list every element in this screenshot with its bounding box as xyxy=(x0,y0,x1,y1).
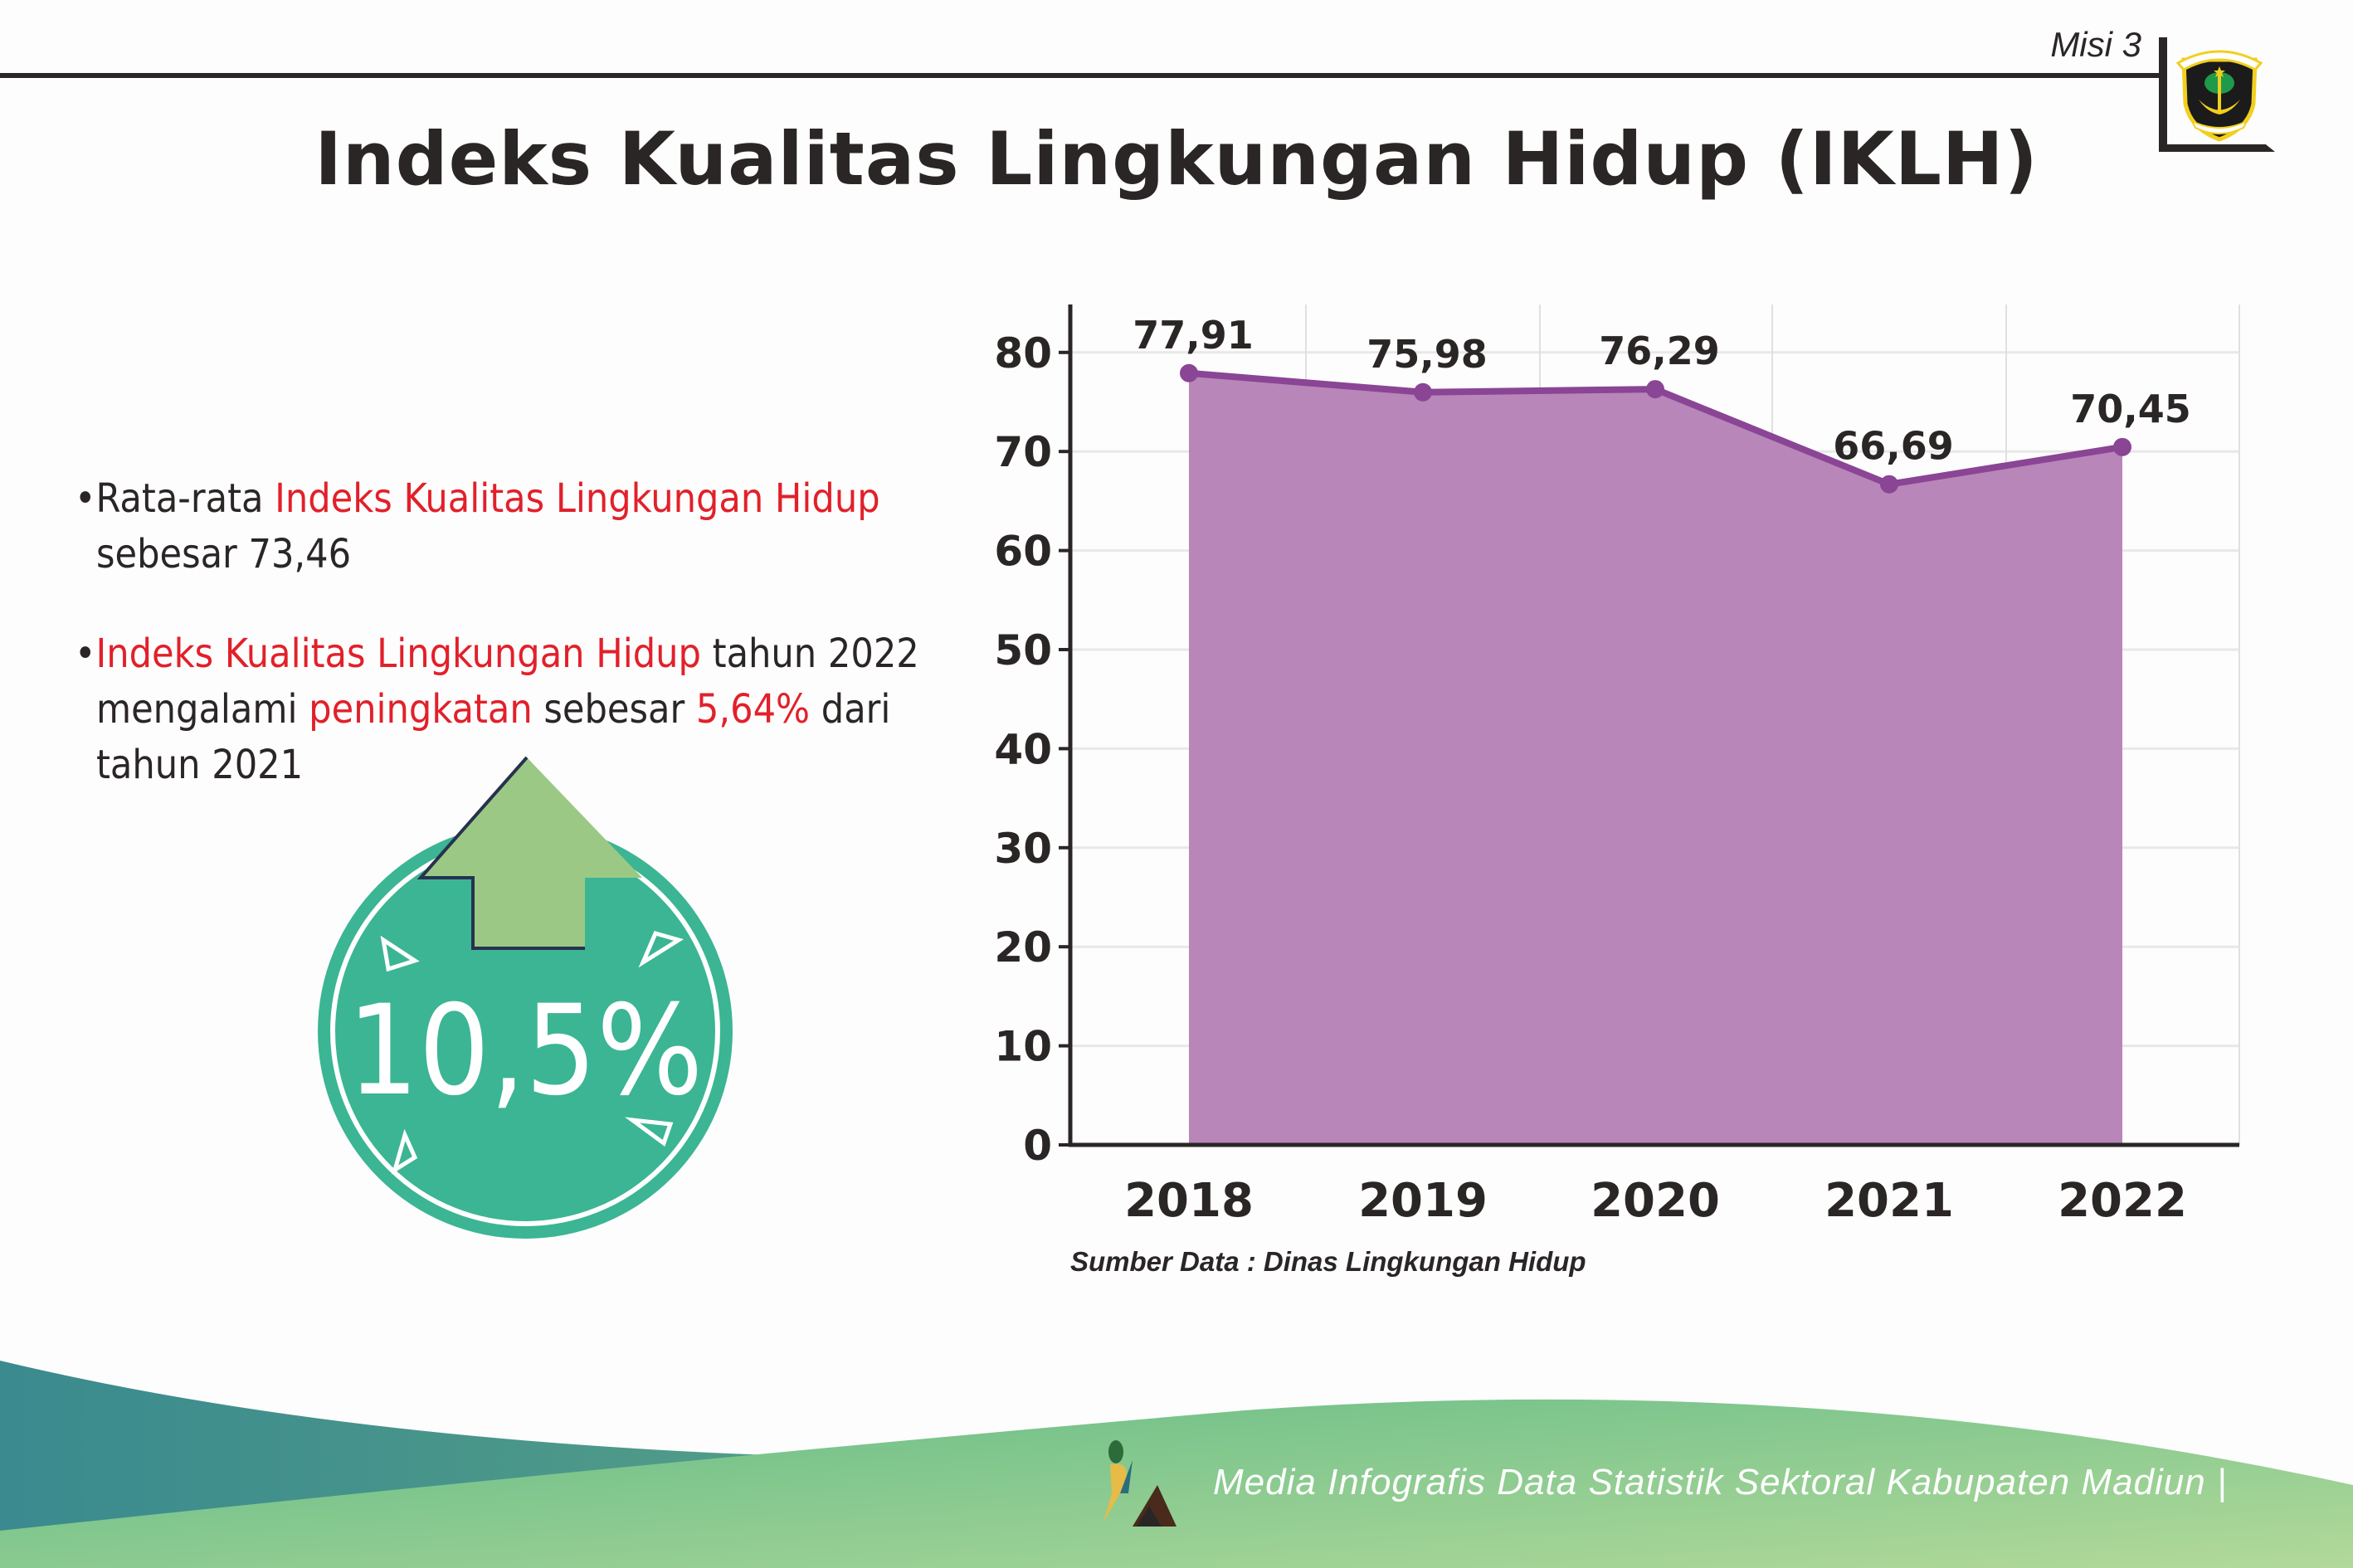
bullet-highlight: peningkatan xyxy=(309,686,533,733)
bullet-text: sebesar 73,46 xyxy=(96,531,352,577)
y-tick-label: 20 xyxy=(994,923,1052,971)
bullet-text: dari tahun 2021 xyxy=(96,686,891,788)
kabupaten-madiun-logo xyxy=(2175,50,2263,142)
data-label: 66,69 xyxy=(1833,424,1954,469)
page-title: Indeks Kualitas Lingkungan Hidup (IKLH) xyxy=(314,116,2039,202)
bullet-text: Rata-rata xyxy=(95,475,275,522)
bullet-dot: • xyxy=(75,475,96,522)
footer-text: Media Infografis Data Statistik Sektoral… xyxy=(1213,1462,2228,1502)
header-bracket-vertical xyxy=(2159,37,2167,152)
mission-label: Misi 3 xyxy=(2050,25,2141,64)
badge-value: 10,5% xyxy=(348,979,704,1123)
data-label: 70,45 xyxy=(2070,387,2191,431)
y-tick-label: 0 xyxy=(1023,1122,1052,1170)
data-label: 76,29 xyxy=(1599,329,1720,373)
data-label: 77,91 xyxy=(1133,313,1254,358)
bullet-highlight: 5,64% xyxy=(695,686,811,733)
x-tick-label: 2018 xyxy=(1124,1174,1254,1228)
y-tick-label: 50 xyxy=(994,626,1052,674)
data-source: Sumber Data : Dinas Lingkungan Hidup xyxy=(1070,1246,1586,1277)
data-point xyxy=(1646,380,1664,399)
growth-badge: 10,5% xyxy=(318,756,733,1239)
y-tick-label: 60 xyxy=(994,528,1052,576)
y-tick-label: 70 xyxy=(994,428,1052,476)
data-label: 75,98 xyxy=(1366,332,1488,377)
data-point xyxy=(1880,475,1898,494)
header-bracket-bottom xyxy=(2159,144,2275,152)
decorative-triangles xyxy=(380,930,684,1175)
bullet-dot: • xyxy=(75,631,96,677)
bullet-highlight: Indeks Kualitas Lingkungan Hidup xyxy=(275,475,880,522)
badge-circle xyxy=(318,824,733,1239)
area-fill xyxy=(1189,373,2122,1145)
data-point xyxy=(1180,363,1198,382)
bullet-text: sebesar xyxy=(532,686,696,733)
bullet-average: •Rata-rata Indeks Kualitas Lingkungan Hi… xyxy=(75,471,904,582)
footer-mascot-icon xyxy=(1103,1440,1176,1527)
bullet-increase: •Indeks Kualitas Lingkungan Hidup tahun … xyxy=(75,626,959,793)
x-tick-label: 2022 xyxy=(2058,1174,2187,1228)
x-tick-label: 2019 xyxy=(1358,1174,1488,1228)
x-tick-label: 2021 xyxy=(1824,1174,1954,1228)
arrow-up-icon xyxy=(417,756,642,950)
data-point xyxy=(2113,437,2131,456)
y-tick-label: 10 xyxy=(994,1023,1052,1071)
data-point xyxy=(1414,382,1432,402)
footer-wave xyxy=(0,1361,2353,1568)
y-tick-label: 40 xyxy=(994,725,1052,773)
y-tick-label: 30 xyxy=(994,825,1052,873)
y-tick-label: 80 xyxy=(994,329,1052,377)
bullet-highlight: Indeks Kualitas Lingkungan Hidup xyxy=(95,631,701,677)
header-rule xyxy=(0,73,2164,78)
bullet-text: tahun 2022 mengalami xyxy=(96,631,919,733)
x-tick-label: 2020 xyxy=(1591,1174,1720,1228)
